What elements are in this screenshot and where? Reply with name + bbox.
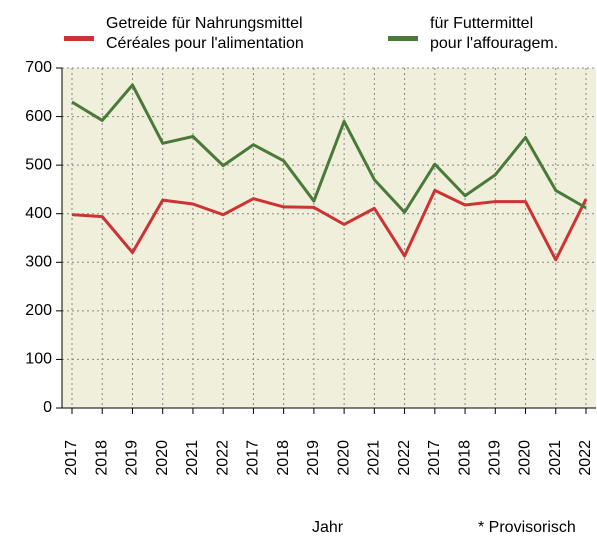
- x-tick-label: 2021: [547, 440, 564, 476]
- legend-swatch: [64, 36, 94, 41]
- series-line: [71, 188, 588, 262]
- x-tick-label: 2022: [214, 440, 231, 476]
- x-tick-label: 2017: [245, 440, 262, 476]
- footnote: * Provisorisch: [478, 519, 576, 536]
- x-tick-label: 2018: [275, 440, 292, 476]
- y-tick-label: 300: [25, 254, 52, 271]
- x-axis-label: Jahr: [312, 519, 344, 536]
- y-tick-label: 700: [25, 59, 52, 76]
- x-tick-label: 2021: [184, 440, 201, 476]
- x-tick-label: 2022: [396, 440, 413, 476]
- legend-label: für Futtermittel pour l'affouragem.: [430, 15, 559, 52]
- y-tick-label: 400: [25, 205, 52, 222]
- x-tick-label: 2018: [456, 440, 473, 476]
- x-tick-label: 2022: [577, 440, 594, 476]
- x-tick-label: 2019: [487, 440, 504, 476]
- x-tick-label: 2017: [426, 440, 443, 476]
- x-tick-label: 2018: [93, 440, 110, 476]
- plot-background: [62, 68, 596, 408]
- x-tick-label: 2019: [305, 440, 322, 476]
- x-tick-label: 2020: [335, 440, 352, 476]
- x-tick-label: 2019: [124, 440, 141, 476]
- x-tick-label: 2020: [517, 440, 534, 476]
- y-tick-label: 100: [25, 351, 52, 368]
- y-tick-label: 0: [43, 399, 52, 416]
- y-tick-label: 600: [25, 108, 52, 125]
- x-tick-label: 2020: [154, 440, 171, 476]
- series-line: [71, 83, 587, 214]
- y-tick-label: 500: [25, 156, 52, 173]
- y-tick-label: 200: [25, 302, 52, 319]
- x-tick-label: 2021: [366, 440, 383, 476]
- x-tick-label: 2017: [63, 440, 80, 476]
- legend-swatch: [388, 36, 418, 41]
- legend-label: Getreide für Nahrungsmittel Céréales pou…: [106, 15, 304, 52]
